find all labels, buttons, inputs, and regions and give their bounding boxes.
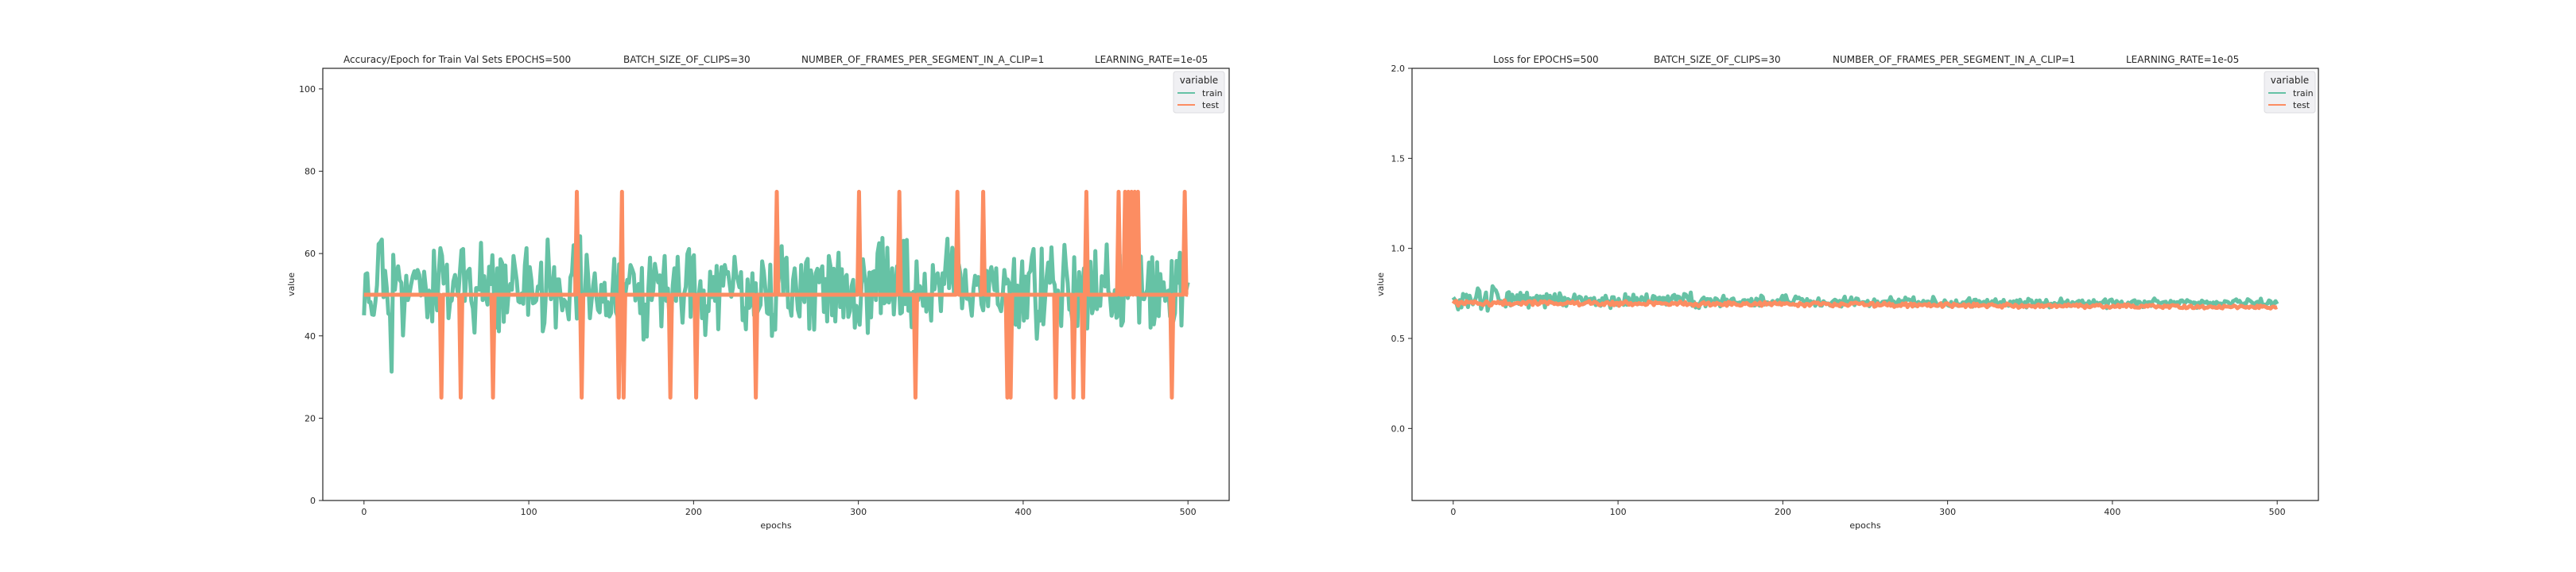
- chart-title-part: BATCH_SIZE_OF_CLIPS=30: [623, 54, 751, 65]
- y-axis-label: value: [1375, 272, 1386, 296]
- legend-entry-train: train: [1202, 88, 1223, 99]
- x-tick-label: 200: [685, 507, 702, 517]
- y-tick-label: 1.0: [1391, 244, 1406, 254]
- y-tick-label: 80: [305, 167, 316, 177]
- y-tick-label: 60: [305, 249, 316, 259]
- x-tick-label: 100: [1610, 507, 1627, 517]
- chart-title-part: NUMBER_OF_FRAMES_PER_SEGMENT_IN_A_CLIP=1: [801, 54, 1044, 65]
- loss-chart: 0 100 200 300 400 500 0.0 0.5 1.0 1.5 2.0 epochs val…: [1375, 54, 2319, 531]
- legend-entry-test: test: [1202, 100, 1220, 110]
- x-tick-label: 300: [1939, 507, 1956, 517]
- x-tick-label: 0: [1450, 507, 1456, 517]
- series-line-train: [1451, 284, 2279, 313]
- x-tick-label: 400: [2104, 507, 2120, 517]
- series-line-test: [363, 189, 1189, 400]
- x-axis-label: epochs: [760, 520, 791, 531]
- y-tick-label: 0.5: [1391, 334, 1406, 344]
- x-tick-label: 400: [1014, 507, 1031, 517]
- legend-box: [1173, 71, 1225, 114]
- chart-title-part: LEARNING_RATE=1e-05: [2126, 54, 2239, 65]
- chart-title-part: NUMBER_OF_FRAMES_PER_SEGMENT_IN_A_CLIP=1: [1833, 54, 2075, 65]
- axes-frame: [1411, 68, 2319, 501]
- x-tick-label: 0: [361, 507, 367, 517]
- legend-entry-test: test: [2293, 100, 2310, 110]
- y-tick-label: 2.0: [1391, 64, 1406, 74]
- y-tick-label: 1.5: [1391, 153, 1406, 164]
- x-tick-label: 300: [850, 507, 867, 517]
- x-tick-label: 100: [521, 507, 537, 517]
- legend-title: variable: [1180, 75, 1218, 86]
- y-tick-label: 100: [299, 84, 316, 95]
- legend-title: variable: [2271, 75, 2309, 86]
- x-axis-label: epochs: [1849, 520, 1880, 531]
- chart-title-part: LEARNING_RATE=1e-05: [1095, 54, 1208, 65]
- x-tick-label: 200: [1775, 507, 1791, 517]
- accuracy-chart: 0 100 200 300 400 500 0 20 40 60 80 100 epochs value A…: [286, 54, 1230, 531]
- series-line-train: [362, 234, 1190, 374]
- series-line-test: [1451, 298, 2278, 311]
- chart-title-part: Accuracy/Epoch for Train Val Sets EPOCHS…: [343, 54, 571, 65]
- axes-frame: [322, 68, 1230, 501]
- x-tick-label: 500: [1180, 507, 1197, 517]
- legend-box: [2264, 71, 2316, 114]
- y-tick-label: 0: [310, 496, 316, 506]
- chart-title-part: Loss for EPOCHS=500: [1493, 54, 1599, 65]
- chart-title-part: BATCH_SIZE_OF_CLIPS=30: [1654, 54, 1781, 65]
- y-tick-label: 0.0: [1391, 423, 1406, 434]
- x-tick-label: 500: [2269, 507, 2286, 517]
- y-tick-label: 20: [305, 413, 316, 423]
- legend-entry-train: train: [2293, 88, 2314, 99]
- y-tick-label: 40: [305, 331, 316, 342]
- y-axis-label: value: [286, 272, 297, 296]
